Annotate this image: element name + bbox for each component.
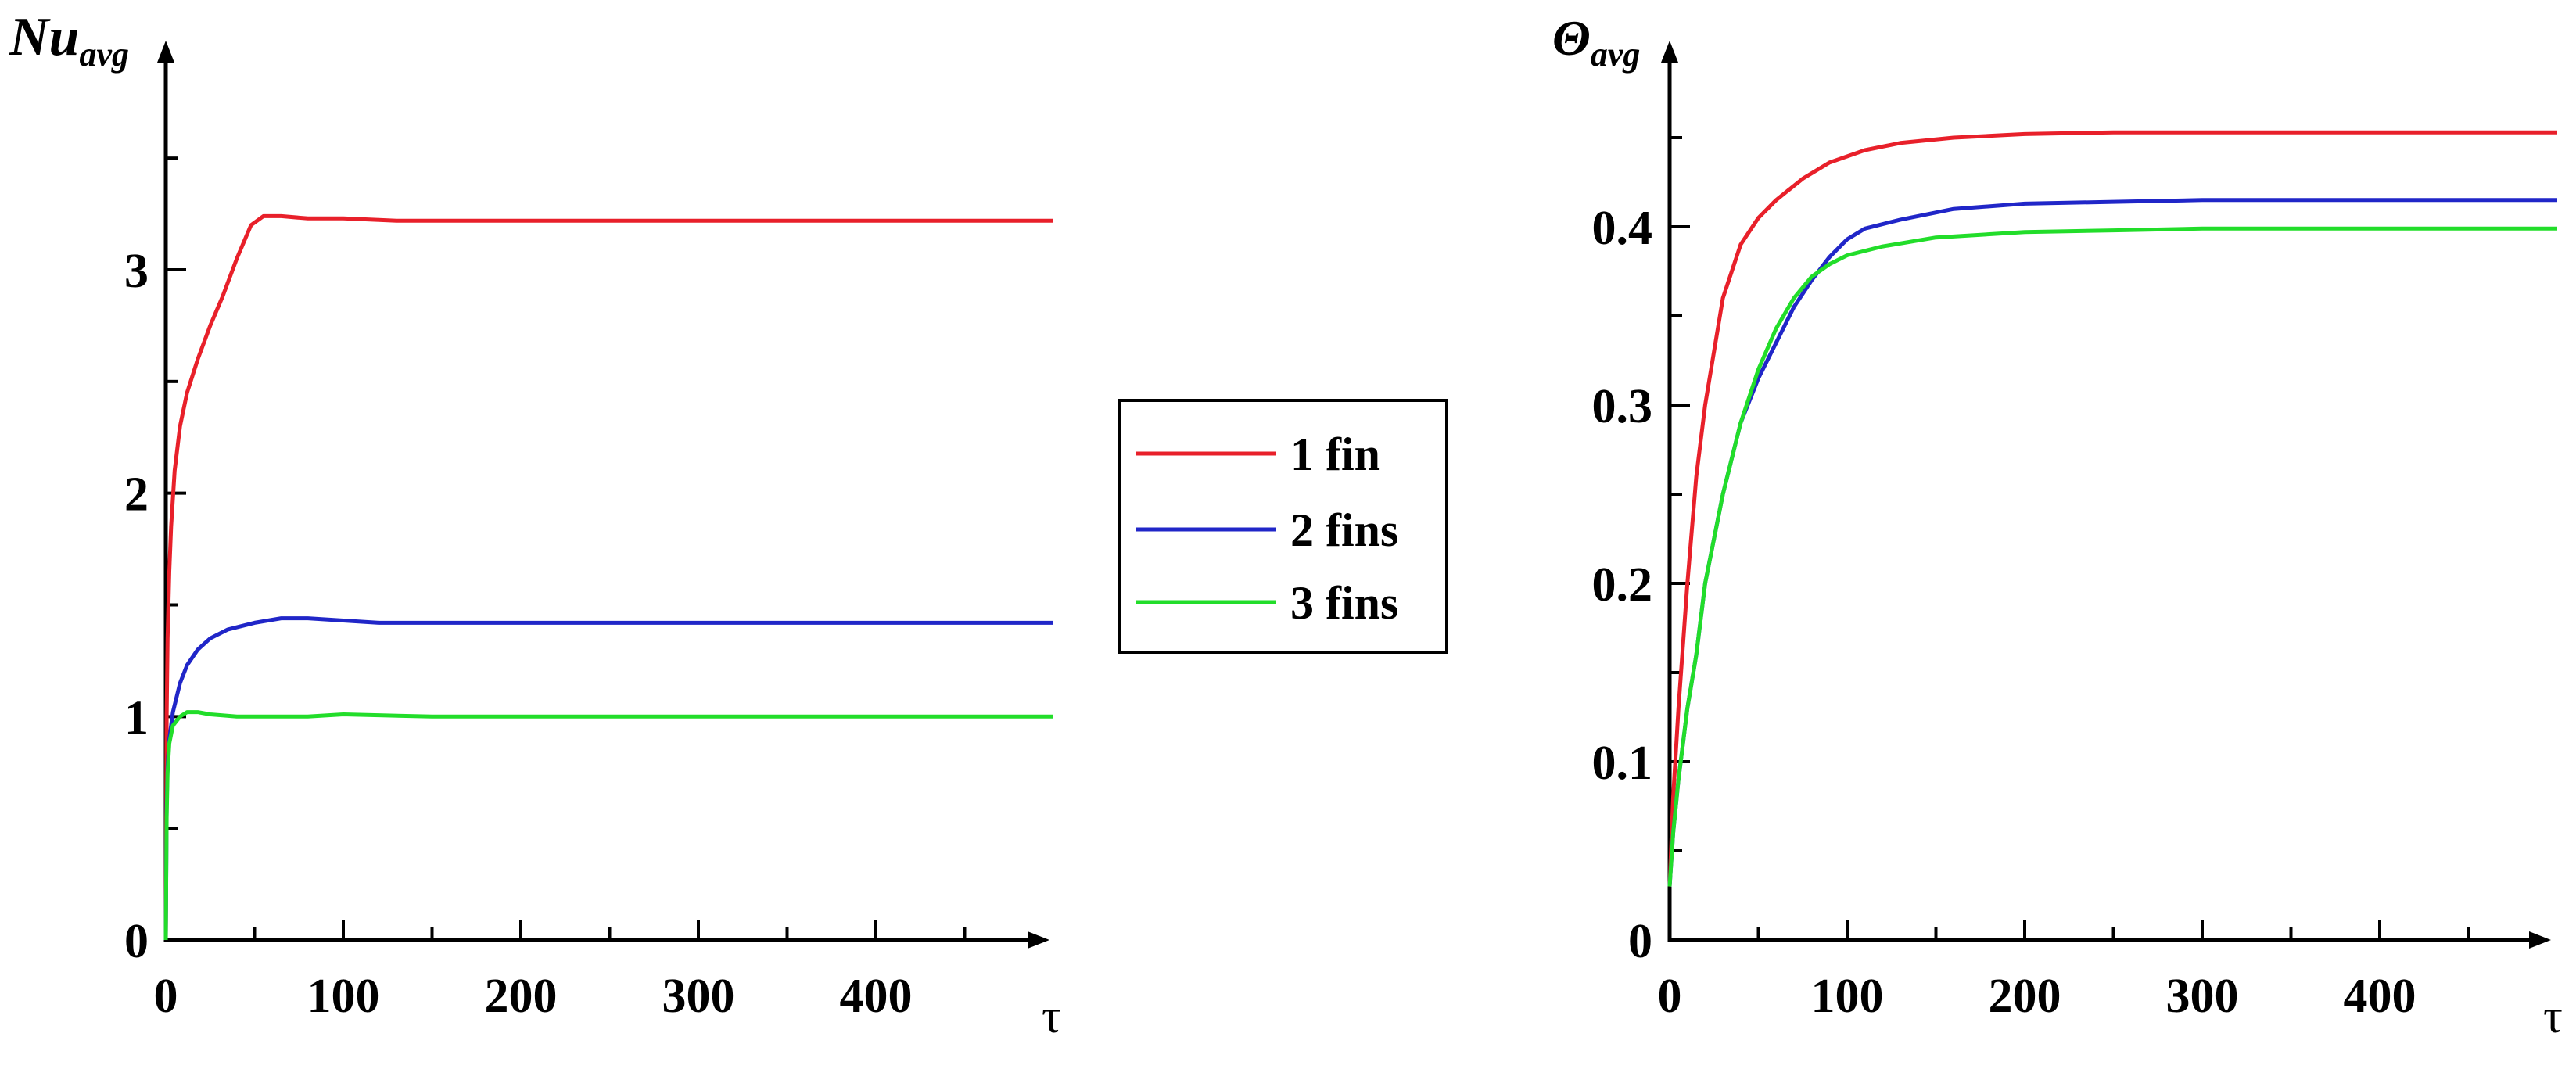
right-series-line-2-fins — [1667, 198, 2557, 887]
right-series-line-1-fin — [1667, 130, 2557, 887]
right-x-tick-label: 100 — [1811, 970, 1884, 1023]
left-y-tick-label: 1 — [124, 691, 149, 744]
right-x-axis-title: τ — [2543, 990, 2563, 1043]
legend: 1 fin 2 fins 3 fins — [1118, 399, 1448, 654]
left-y-axis-arrow — [157, 41, 174, 63]
legend-label: 1 fin — [1290, 429, 1380, 480]
left-x-tick-label: 100 — [307, 970, 380, 1023]
legend-entry-1-fin: 1 fin — [1136, 429, 1380, 480]
right-series — [1667, 130, 2557, 887]
legend-entry-3-fins: 3 fins — [1136, 577, 1398, 629]
left-series-line-3-fins — [163, 710, 1053, 941]
left-series — [163, 213, 1053, 941]
right-y-axis-title-sub: avg — [1591, 35, 1641, 74]
right-y-tick-label: 0 — [1628, 915, 1652, 968]
legend-label: 2 fins — [1290, 504, 1398, 556]
right-x-tick-label: 0 — [1658, 970, 1682, 1023]
right-y-axis-arrow — [1661, 41, 1678, 63]
left-x-axis-title: τ — [1042, 990, 1061, 1043]
right-y-axis-title-main: Θ — [1552, 10, 1591, 66]
right-y-tick-label: 0.3 — [1592, 380, 1653, 433]
left-series-line-1-fin — [163, 213, 1053, 941]
right-y-tick-label: 0.2 — [1592, 558, 1653, 612]
right-x-tick-label: 300 — [2166, 970, 2239, 1023]
chart-theta-avg: 0 100 200 300 400 0 0.1 0.2 0.3 0.4 Θavg τ — [1552, 10, 2563, 1043]
right-axes: 0 100 200 300 400 0 0.1 0.2 0.3 0.4 — [1592, 41, 2551, 1023]
left-axes: 0 100 200 300 400 0 1 2 3 — [124, 41, 1049, 1023]
right-y-tick-label: 0.4 — [1592, 202, 1653, 255]
left-y-tick-label: 3 — [124, 245, 149, 298]
left-x-tick-label: 400 — [840, 970, 913, 1023]
left-series-line-2-fins — [163, 616, 1053, 941]
legend-label: 3 fins — [1290, 577, 1398, 629]
legend-box — [1118, 399, 1448, 654]
right-x-tick-label: 400 — [2344, 970, 2416, 1023]
right-y-axis-title: Θavg — [1552, 10, 1640, 74]
left-y-axis-title: Nuavg — [9, 7, 129, 74]
left-x-tick-label: 300 — [662, 970, 735, 1023]
left-y-axis-title-sub: avg — [79, 35, 129, 74]
right-x-axis-arrow — [2529, 931, 2551, 949]
right-series-line-3-fins — [1667, 226, 2557, 887]
left-x-tick-label: 200 — [485, 970, 558, 1023]
chart-nu-avg: 0 100 200 300 400 0 1 2 3 Nuavg τ — [9, 7, 1061, 1043]
legend-entry-2-fins: 2 fins — [1136, 504, 1398, 556]
left-y-tick-label: 0 — [124, 915, 149, 968]
left-y-tick-label: 2 — [124, 468, 149, 522]
left-y-axis-title-main: Nu — [9, 7, 79, 67]
right-y-tick-label: 0.1 — [1592, 737, 1653, 790]
left-x-axis-arrow — [1028, 931, 1049, 949]
right-x-tick-label: 200 — [1989, 970, 2061, 1023]
left-x-tick-label: 0 — [154, 970, 178, 1023]
